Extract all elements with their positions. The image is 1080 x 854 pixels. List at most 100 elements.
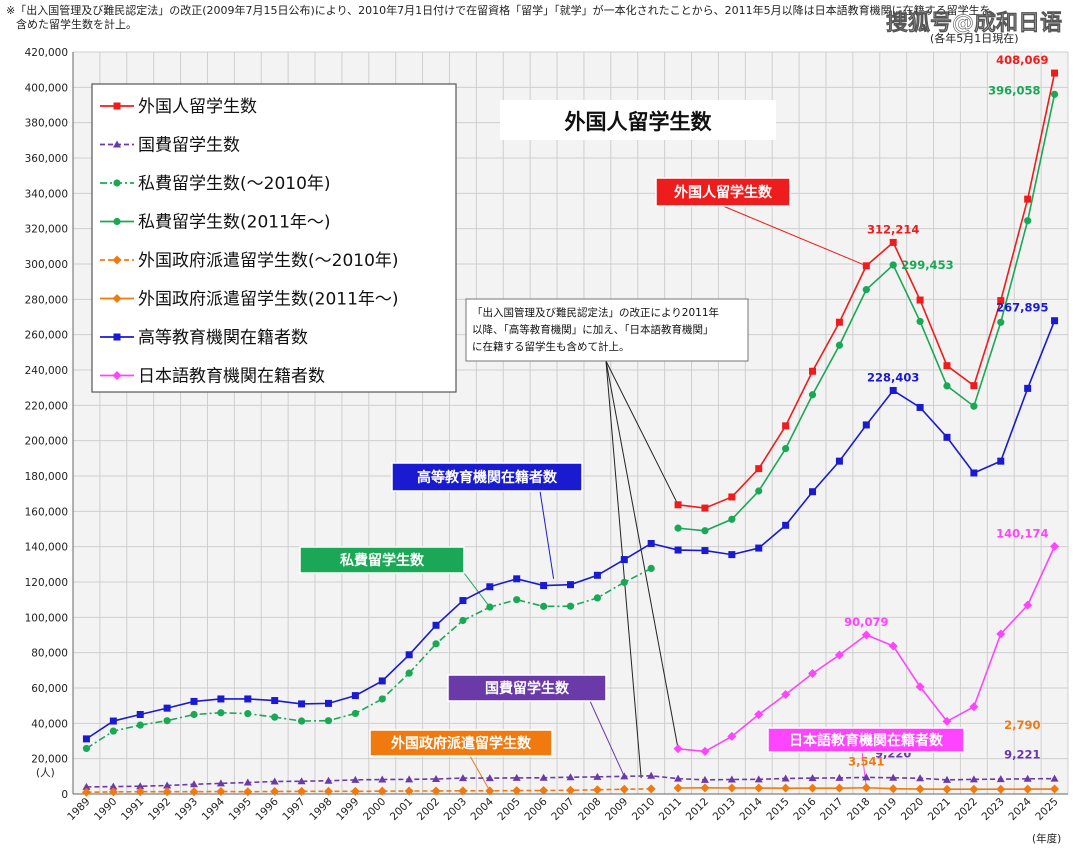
callout-label: 外国政府派遣留学生数 [391, 735, 532, 752]
series-1-point [1023, 774, 1032, 782]
series-6-point [889, 386, 897, 394]
series-1-point [593, 772, 602, 780]
x-tick-label: 1994 [200, 795, 228, 823]
series-1-point [620, 772, 629, 780]
series-5-point [700, 783, 710, 793]
series-2-point [432, 640, 440, 648]
legend-label: 私費留学生数(～2010年) [138, 174, 331, 194]
legend-item: 外国人留学生数 [100, 97, 257, 117]
legend-point [112, 371, 122, 380]
series-2 [82, 564, 655, 753]
data-label: 9,221 [1004, 748, 1040, 762]
series-4-point [135, 787, 145, 797]
series-0-point [755, 465, 763, 473]
x-tick-label: 2004 [469, 795, 497, 823]
chart-title-box [500, 100, 776, 140]
series-0-point [728, 493, 736, 501]
y-axis-unit: (人) [36, 767, 55, 779]
y-tick-label: 200,000 [25, 436, 68, 448]
x-tick-label: 2014 [737, 795, 765, 823]
series-0-point [997, 297, 1005, 305]
series-1-point [270, 777, 279, 785]
series-3-point [728, 515, 736, 523]
series-1-point [674, 774, 683, 782]
series-1-point [647, 771, 656, 779]
y-tick-label: 360,000 [25, 153, 68, 165]
y-tick-label: 400,000 [25, 82, 68, 94]
callout-leader-lines [463, 205, 867, 792]
callout-box: 私費留学生数 [299, 546, 465, 574]
series-5-point [834, 783, 844, 793]
x-tick-label: 1991 [119, 796, 146, 823]
series-6-point [82, 735, 90, 743]
series-2-point [459, 616, 467, 625]
series-6-point [378, 677, 386, 685]
series-6-point [432, 621, 440, 629]
series-2-point [593, 594, 601, 602]
series-6-point [459, 597, 467, 605]
series-1-point [916, 774, 925, 782]
series-3-point [782, 445, 790, 453]
x-tick-label: 2019 [872, 796, 899, 823]
series-1-point [969, 775, 978, 783]
series-1-point [835, 773, 844, 781]
series-5-point [861, 783, 871, 793]
series-4 [81, 784, 656, 797]
series-7-point [1050, 541, 1060, 551]
legend-point [113, 333, 121, 341]
x-tick-label: 1989 [65, 796, 92, 823]
y-tick-label: 0 [61, 789, 68, 801]
y-tick-label: 140,000 [25, 542, 68, 554]
series-2-point [351, 709, 359, 718]
series-2-point [405, 669, 413, 677]
legend-point [113, 102, 121, 110]
x-tick-label: 2009 [603, 796, 630, 823]
series-1-point [405, 775, 414, 783]
series-1-point [862, 773, 871, 781]
series-7-point [700, 746, 710, 756]
x-tick-label: 2018 [845, 796, 872, 823]
x-tick-label: 2007 [549, 796, 576, 823]
y-tick-label: 20,000 [31, 754, 68, 766]
series-4-point [189, 787, 199, 797]
x-tick-label: 1998 [307, 796, 334, 823]
series-3-point [701, 527, 709, 535]
series-4-point [108, 787, 118, 797]
series-5-point [808, 783, 818, 793]
series-6-point [163, 704, 171, 712]
data-label: 312,214 [867, 222, 919, 236]
chart-title: 外国人留学生数 [565, 110, 713, 134]
series-7 [673, 541, 1060, 756]
series-3-point [835, 341, 844, 349]
legend-point [112, 255, 122, 265]
series-7-point [942, 716, 952, 726]
series-1-point [781, 774, 790, 782]
series-1-point [942, 775, 951, 783]
series-4-point [162, 787, 172, 797]
series-6-point [943, 433, 951, 441]
series-6-point [862, 421, 870, 429]
series-1-point [432, 774, 441, 782]
series-6-point [486, 583, 494, 591]
series-6-point [324, 699, 332, 707]
legend-item: 国費留学生数 [100, 136, 240, 156]
callout-box: 日本語教育機関在籍者数 [767, 727, 965, 753]
series-4-point [512, 786, 522, 796]
series-2-point [217, 709, 225, 717]
series-1-point [539, 773, 548, 781]
y-tick-label: 40,000 [31, 718, 68, 730]
series-2-point [109, 727, 117, 735]
x-axis-ticks: 1989 1990 1991 1992 1993 1994 1995 1996 1997 1998… [65, 795, 1060, 823]
series-6-point [701, 547, 709, 555]
data-label: 396,058 [988, 83, 1040, 97]
series-6-point [647, 539, 655, 547]
x-tick-label: 2011 [657, 796, 684, 823]
x-tick-label: 2021 [926, 796, 953, 823]
series-3-point [674, 524, 682, 532]
callout-label: 外国人留学生数 [674, 184, 773, 201]
y-tick-label: 60,000 [31, 683, 68, 695]
x-tick-label: 2022 [953, 796, 980, 823]
series-4-point [350, 786, 360, 796]
x-tick-label: 2012 [684, 796, 711, 823]
x-tick-label: 2024 [1006, 795, 1034, 823]
